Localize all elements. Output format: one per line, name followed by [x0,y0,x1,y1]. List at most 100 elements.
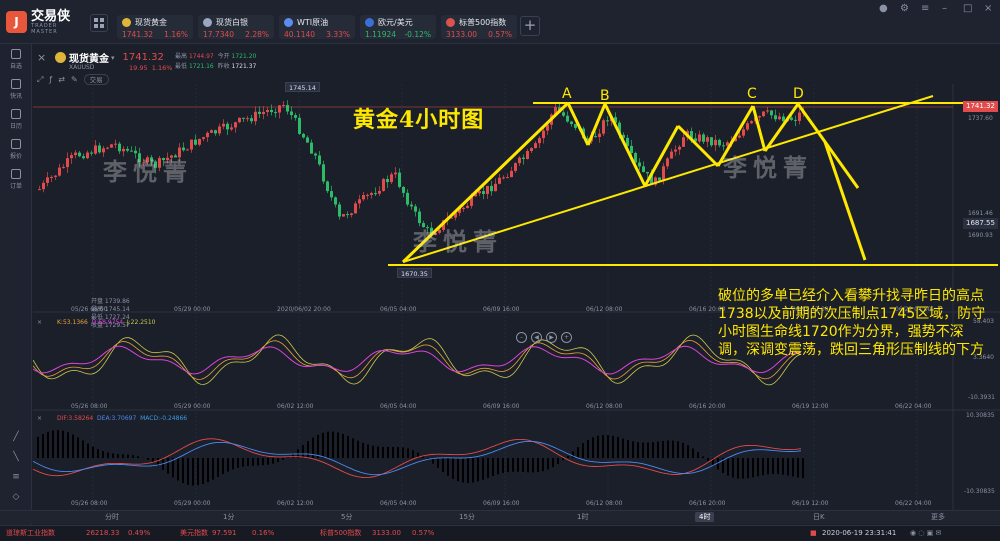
macd-bar [207,458,209,483]
cursor-tool-icon[interactable]: ╱ [13,432,19,442]
swing-line [603,103,647,187]
layout-grid-button[interactable] [90,14,108,32]
status-name[interactable]: 道琼斯工业指数 [6,529,55,537]
symbol-change: 19.95 1.16% [129,64,173,72]
macd-bar [757,458,759,477]
symbol-selector[interactable]: 现货黄金 ▾ 1741.32 [55,50,164,65]
quote-tab-silver[interactable]: 现货白银 17.7340 2.28% [198,15,274,39]
timeframe-button[interactable]: 日K [813,513,825,521]
candle-body [354,203,357,214]
sidebar-item-watchlist[interactable]: 自选 [0,44,32,74]
compare-icon[interactable]: ⇄ [58,75,65,84]
scroll-left-icon[interactable]: ◀ [531,332,542,343]
maximize-icon[interactable]: □ [963,3,973,14]
bell-icon[interactable]: ● [879,3,888,14]
app-logo[interactable]: J 交易侠 TRADER MASTER [6,8,84,36]
zoom-out-icon[interactable]: – [516,332,527,343]
scroll-right-icon[interactable]: ▶ [546,332,557,343]
candle-body [266,109,269,112]
candle-body [742,129,745,136]
settings-icon[interactable]: ⚙ [900,3,909,14]
x-axis-tick: 06/09 16:00 [483,403,520,410]
zoom-in-icon[interactable]: + [561,332,572,343]
candle-body [690,131,693,139]
candle-body [634,153,637,163]
candle-body [254,111,257,122]
indicator-icon[interactable]: ƒ [49,75,53,84]
macd-close-icon[interactable]: × [37,415,43,422]
macd-bar [397,447,399,458]
macd-bar [537,458,539,473]
quote-tab-wti[interactable]: WTI原油 40.1140 3.33% [279,15,355,39]
timeframe-button[interactable]: 5分 [341,513,353,521]
candle-body [758,116,761,118]
candle-body [362,195,365,200]
add-tab-button[interactable]: + [520,16,540,36]
candle-body [734,137,737,142]
quote-tab-sp500[interactable]: 标普500指数 3133.00 0.57% [441,15,517,39]
candle-body [646,171,649,174]
x-axis-tick: 06/05 04:00 [380,403,417,410]
x-axis-tick: 06/02 12:00 [277,500,314,507]
fib-tool-icon[interactable]: ◇ [12,492,20,502]
draw-icon[interactable]: ✎ [70,75,78,84]
status-change: 0.57% [412,529,435,537]
candle-body [442,220,445,230]
candle-body [526,151,529,159]
candle-body [418,211,421,224]
candle-body [406,192,409,205]
trade-button[interactable]: 交易 [83,74,109,85]
channel-tool-icon[interactable]: ≡ [12,472,20,482]
window-controls: ● ⚙ ≡ – □ × [879,4,994,14]
candle-body [714,139,717,146]
x-axis-tick: 05/26 08:00 [71,500,108,507]
macd-bar [272,458,274,464]
line-tool-icon[interactable]: ╲ [13,452,19,462]
macd-bar [442,458,444,473]
status-name[interactable]: 美元指数 [180,529,208,537]
candle-body [182,147,185,151]
candle-body [710,137,713,146]
candle-body [86,152,89,159]
candle-body [678,146,681,150]
macd-bar [37,436,39,458]
sidebar-item-calendar[interactable]: 日历 [0,104,32,134]
candle-body [790,117,793,120]
macd-bar [382,446,384,458]
menu-icon[interactable]: ≡ [921,3,930,14]
kdj-close-icon[interactable]: × [37,319,43,326]
timeframe-button[interactable]: 4时 [695,512,715,522]
price-chart[interactable] [33,44,1000,510]
quote-tab-eurusd[interactable]: 欧元/美元 1.11924 -0.12% [360,15,436,39]
sidebar-item-quotes[interactable]: 报价 [0,134,32,164]
close-chart-icon[interactable]: × [37,51,47,64]
macd-bar [657,441,659,458]
sidebar-item-orders[interactable]: 订单 [0,164,32,194]
expand-icon[interactable]: ⤢ [37,74,44,84]
macd-bar [97,449,99,458]
candle-body [274,112,277,114]
candle-body [662,166,665,181]
macd-bar [462,458,464,483]
minimize-icon[interactable]: – [942,3,947,14]
timeframe-button[interactable]: 15分 [459,513,475,521]
timeframe-button[interactable]: 更多 [931,513,945,521]
macd-bar [562,458,564,461]
macd-bar [552,458,554,468]
candle-body [562,112,565,116]
timeframe-button[interactable]: 1分 [223,513,235,521]
candle-body [42,182,45,190]
status-icons[interactable]: ◉ ◌ ▣ ✉ [910,529,942,537]
candle-body [474,193,477,197]
candle-body [422,223,425,228]
chart-area[interactable]: × 现货黄金 ▾ 1741.32 XAUUSD 19.95 1.16% 最高 1… [33,44,1000,510]
status-name[interactable]: 标普500指数 [320,529,362,537]
timeframe-button[interactable]: 1时 [577,513,589,521]
sidebar-item-news[interactable]: 快讯 [0,74,32,104]
candle-body [178,147,181,158]
macd-bar [482,458,484,480]
quote-tab-gold[interactable]: 现货黄金 1741.32 1.16% [117,15,193,39]
close-icon[interactable]: × [984,3,993,14]
macd-bar [342,433,344,458]
timeframe-button[interactable]: 分时 [105,513,119,521]
